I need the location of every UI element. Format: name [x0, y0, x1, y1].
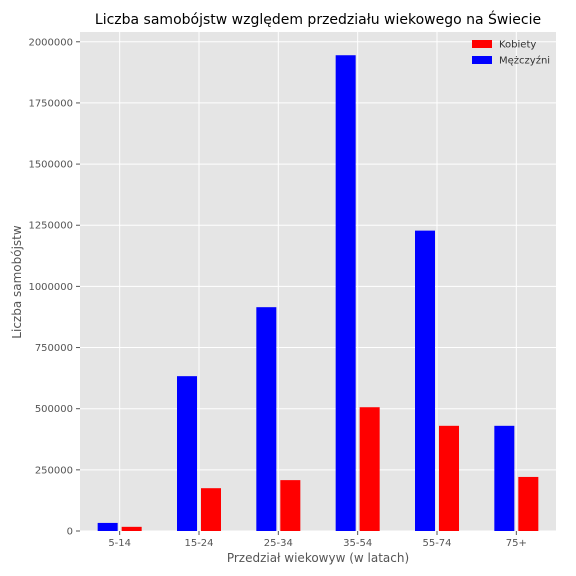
x-tick-labels: 5-14 15-24 25-34 35-54 55-74 75+	[108, 531, 527, 549]
x-tick-label: 55-74	[422, 538, 451, 549]
bar-male-55-74	[415, 230, 435, 531]
legend-label: Kobiety	[499, 40, 536, 51]
y-tick-label: 0	[67, 527, 73, 538]
legend-swatch	[472, 56, 492, 64]
bar-female-55-74	[439, 425, 459, 531]
y-tick-label: 1250000	[28, 221, 73, 232]
bar-female-25-34	[280, 480, 301, 531]
bar-male-15-24	[177, 376, 197, 531]
y-tick-label: 250000	[35, 465, 73, 476]
bar-female-75+	[518, 476, 539, 531]
bar-female-35-54	[359, 407, 380, 531]
plot-area	[80, 32, 556, 531]
y-axis-label: Liczba samobójstw	[10, 225, 24, 339]
y-tick-labels: 0 250000 500000 750000 1000000 1250000 1500000…	[28, 37, 80, 538]
bar-male-35-54	[335, 55, 356, 532]
y-tick-label: 500000	[35, 404, 73, 415]
chart-title: Liczba samobójstw względem przedziału wi…	[95, 10, 541, 28]
y-tick-label: 1750000	[28, 98, 73, 109]
bar-female-5-14	[121, 526, 142, 531]
y-tick-label: 1000000	[28, 282, 73, 293]
legend-label: Mężczyźni	[499, 55, 550, 67]
legend-swatch	[472, 40, 492, 48]
bar-male-25-34	[256, 307, 277, 531]
bars	[97, 55, 539, 532]
x-tick-label: 25-34	[264, 538, 293, 549]
x-tick-label: 35-54	[343, 538, 372, 549]
bar-female-15-24	[201, 488, 221, 531]
bar-male-5-14	[97, 522, 118, 531]
y-tick-label: 750000	[35, 343, 73, 354]
legend: Kobiety Mężczyźni	[472, 40, 550, 67]
y-tick-label: 2000000	[28, 37, 73, 48]
grid-lines	[80, 32, 556, 532]
x-tick-label: 5-14	[108, 538, 131, 549]
x-tick-label: 75+	[506, 538, 527, 549]
bar-male-75+	[494, 425, 515, 531]
x-tick-label: 15-24	[184, 538, 213, 549]
y-tick-label: 1500000	[28, 160, 73, 171]
x-axis-label: Przedział wiekowyw (w latach)	[227, 551, 409, 565]
